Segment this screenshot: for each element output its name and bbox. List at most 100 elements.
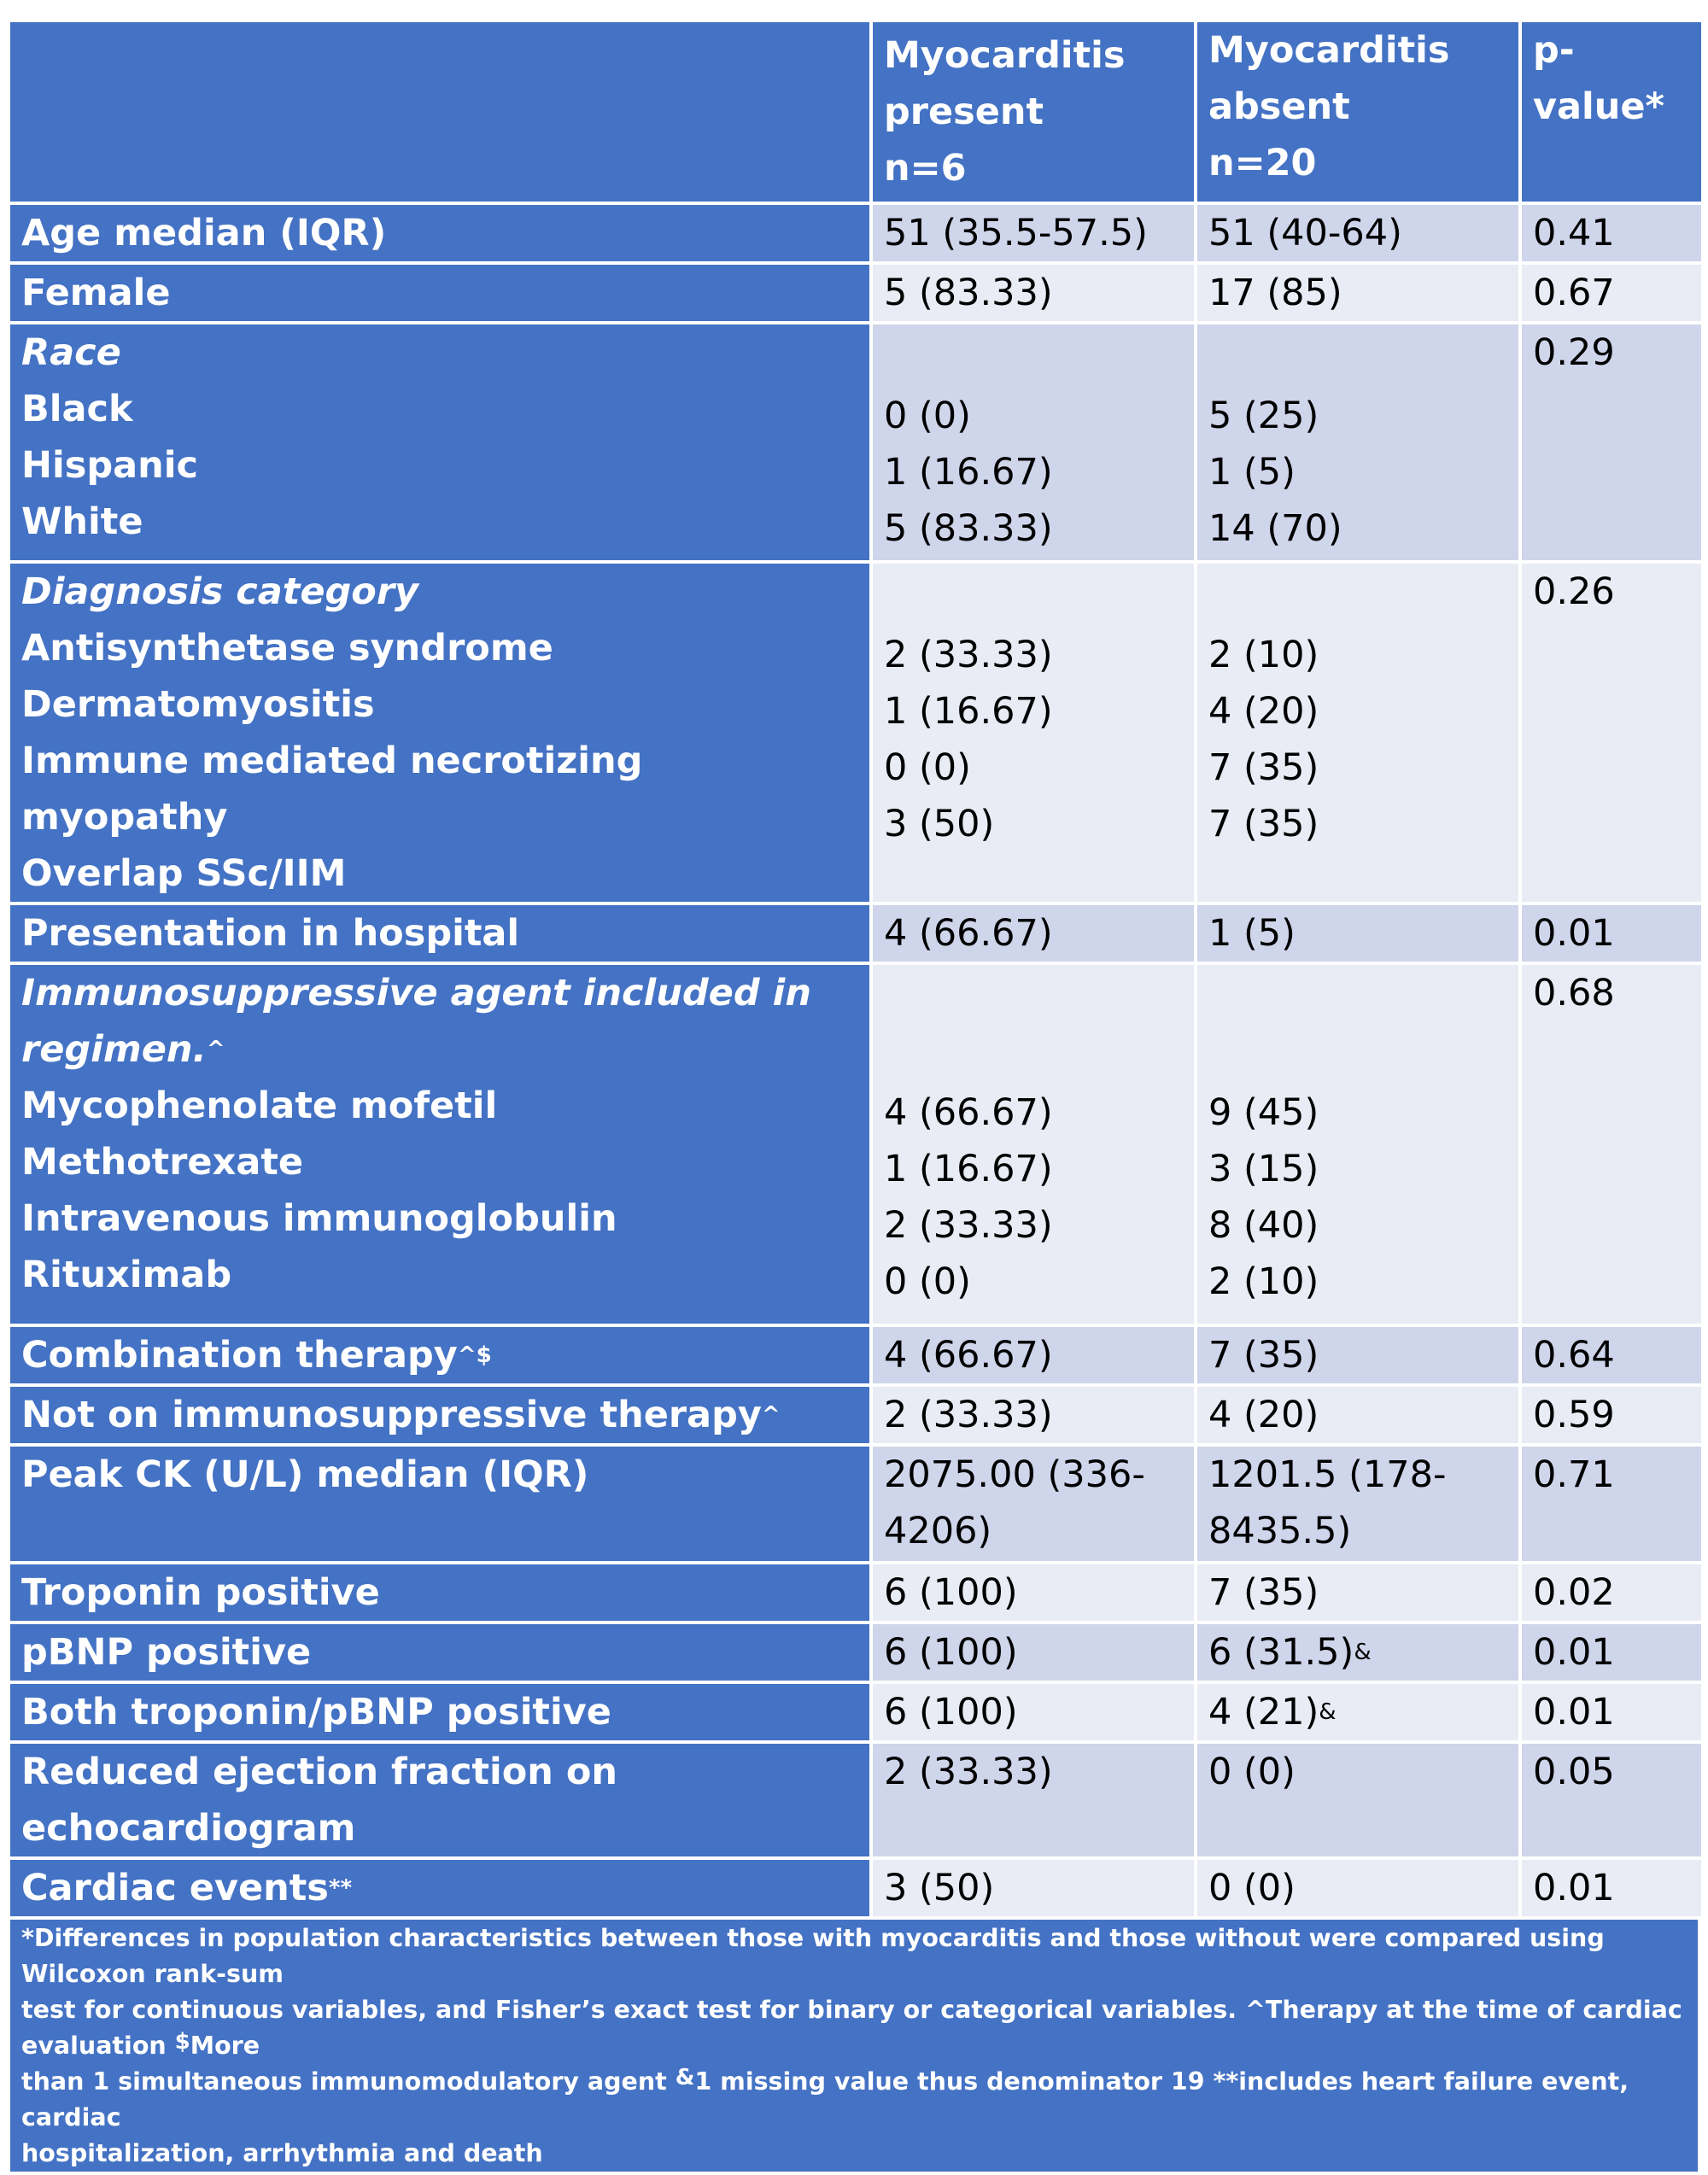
- row-label: Both troponin/pBNP positive: [7, 1681, 873, 1744]
- cell-present: 3 (50): [869, 1856, 1197, 1920]
- myocarditis-comparison-table: Myocarditis present n=6 Myocarditis abse…: [7, 19, 1705, 1920]
- cell-pvalue: 0.26: [1518, 560, 1705, 905]
- cell-pvalue: 0.59: [1518, 1383, 1705, 1447]
- peak-ck-absent-cell: 1201.5 (178- 8435.5): [1194, 1443, 1522, 1564]
- diagnosis-absent-0: 2 (10): [1208, 634, 1319, 676]
- header-absent-line3: n=20: [1208, 142, 1317, 184]
- cell-absent: 51 (40-64): [1194, 202, 1522, 265]
- table-row-race: Race Black Hispanic White 0 (0) 1 (16.67…: [7, 321, 1705, 564]
- cell-pvalue: 0.01: [1518, 1621, 1705, 1684]
- footnote-line2: test for continuous variables, and Fishe…: [21, 1996, 1682, 2060]
- peak-ck-present-line2: 4206): [884, 1510, 992, 1552]
- row-label: pBNP positive: [7, 1621, 873, 1684]
- peak-ck-absent-line2: 8435.5): [1208, 1510, 1352, 1552]
- row-label: Age median (IQR): [7, 202, 873, 265]
- table-row-female: Female 5 (83.33) 17 (85) 0.67: [7, 261, 1705, 324]
- race-present-black: 0 (0): [884, 395, 971, 437]
- agent-present-1: 1 (16.67): [884, 1148, 1053, 1190]
- not-on-sup: ^: [761, 1402, 781, 1428]
- cell-present: 2 (33.33): [869, 1740, 1197, 1860]
- row-label: Combination therapy^$: [7, 1324, 873, 1387]
- peak-ck-present-line1: 2075.00 (336-: [884, 1453, 1145, 1496]
- pbnp-absent-sup: &: [1354, 1640, 1372, 1665]
- agent-absent-cell: 9 (45) 3 (15) 8 (40) 2 (10): [1194, 962, 1522, 1327]
- agent-item-mmf: Mycophenolate mofetil: [21, 1085, 498, 1127]
- table-row-both: Both troponin/pBNP positive 6 (100) 4 (2…: [7, 1681, 1705, 1744]
- race-label-cell: Race Black Hispanic White: [7, 321, 873, 564]
- race-heading: Race: [21, 331, 121, 374]
- row-label: Not on immunosuppressive therapy^: [7, 1383, 873, 1447]
- cell-absent: 0 (0): [1194, 1856, 1522, 1920]
- cell-pvalue: 0.41: [1518, 202, 1705, 265]
- diagnosis-label-cell: Diagnosis category Antisynthetase syndro…: [7, 560, 873, 905]
- table-row-peak-ck: Peak CK (U/L) median (IQR) 2075.00 (336-…: [7, 1443, 1705, 1564]
- cell-pvalue: 0.01: [1518, 902, 1705, 965]
- header-cell-variable: [7, 19, 873, 205]
- agent-item-rituximab: Rituximab: [21, 1254, 232, 1296]
- header-cell-absent: Myocarditis absent n=20: [1194, 19, 1522, 205]
- row-label: Female: [7, 261, 873, 324]
- combination-sup: ^$: [457, 1342, 492, 1368]
- table-row-age: Age median (IQR) 51 (35.5-57.5) 51 (40-6…: [7, 202, 1705, 265]
- diagnosis-heading: Diagnosis category: [21, 570, 419, 613]
- agent-absent-0: 9 (45): [1208, 1091, 1319, 1134]
- table-row-cardiac-events: Cardiac events** 3 (50) 0 (0) 0.01: [7, 1856, 1705, 1920]
- cell-present: 6 (100): [869, 1621, 1197, 1684]
- table-row-diagnosis: Diagnosis category Antisynthetase syndro…: [7, 560, 1705, 905]
- header-absent-line1: Myocarditis: [1208, 29, 1450, 72]
- agent-absent-2: 8 (40): [1208, 1204, 1319, 1247]
- cell-present: 4 (66.67): [869, 902, 1197, 965]
- cell-present: 51 (35.5-57.5): [869, 202, 1197, 265]
- race-item-hispanic: Hispanic: [21, 444, 198, 487]
- cell-absent: 0 (0): [1194, 1740, 1522, 1860]
- table-row-combination: Combination therapy^$ 4 (66.67) 7 (35) 0…: [7, 1324, 1705, 1387]
- agent-item-mtx: Methotrexate: [21, 1141, 304, 1184]
- results-table-container: Myocarditis present n=6 Myocarditis abse…: [7, 19, 1705, 2175]
- agent-heading-line2: regimen.^: [21, 1028, 225, 1071]
- header-pvalue-line2: value*: [1533, 85, 1665, 128]
- agent-present-0: 4 (66.67): [884, 1091, 1053, 1134]
- race-item-white: White: [21, 500, 143, 543]
- cardiac-sup: **: [328, 1875, 353, 1901]
- table-row-troponin: Troponin positive 6 (100) 7 (35) 0.02: [7, 1561, 1705, 1624]
- ef-label-line2: echocardiogram: [21, 1807, 356, 1850]
- race-present-white: 5 (83.33): [884, 507, 1053, 550]
- cell-pvalue: 0.01: [1518, 1681, 1705, 1744]
- row-label: Presentation in hospital: [7, 902, 873, 965]
- cell-pvalue: 0.71: [1518, 1443, 1705, 1564]
- cell-absent: 6 (31.5)&: [1194, 1621, 1522, 1684]
- race-absent-hispanic: 1 (5): [1208, 451, 1296, 494]
- diagnosis-item-imnm: Immune mediated necrotizing myopathy: [21, 740, 643, 839]
- cell-pvalue: 0.67: [1518, 261, 1705, 324]
- cell-present: 2 (33.33): [869, 1383, 1197, 1447]
- cell-pvalue: 0.01: [1518, 1856, 1705, 1920]
- agent-item-ivig: Intravenous immunoglobulin: [21, 1197, 617, 1240]
- race-absent-black: 5 (25): [1208, 395, 1319, 437]
- header-present-line3: n=6: [884, 147, 967, 190]
- footnote-line3: than 1 simultaneous immunomodulatory age…: [21, 2065, 1629, 2131]
- diagnosis-present-3: 3 (50): [884, 803, 995, 845]
- header-cell-present: Myocarditis present n=6: [869, 19, 1197, 205]
- header-present-line1: Myocarditis: [884, 34, 1126, 77]
- diagnosis-absent-1: 4 (20): [1208, 690, 1319, 733]
- table-footnote: *Differences in population characteristi…: [7, 1920, 1701, 2175]
- agent-present-3: 0 (0): [884, 1260, 971, 1303]
- both-absent-sup: &: [1319, 1699, 1337, 1725]
- agent-absent-3: 2 (10): [1208, 1260, 1319, 1303]
- cell-present: 6 (100): [869, 1681, 1197, 1744]
- cell-pvalue: 0.64: [1518, 1324, 1705, 1387]
- cell-pvalue: 0.02: [1518, 1561, 1705, 1624]
- table-row-pbnp: pBNP positive 6 (100) 6 (31.5)& 0.01: [7, 1621, 1705, 1684]
- agent-label-cell: Immunosuppressive agent included in regi…: [7, 962, 873, 1327]
- peak-ck-absent-line1: 1201.5 (178-: [1208, 1453, 1447, 1496]
- header-absent-line2: absent: [1208, 85, 1350, 128]
- diagnosis-present-cell: 2 (33.33) 1 (16.67) 0 (0) 3 (50): [869, 560, 1197, 905]
- diagnosis-absent-cell: 2 (10) 4 (20) 7 (35) 7 (35): [1194, 560, 1522, 905]
- diagnosis-present-0: 2 (33.33): [884, 634, 1053, 676]
- race-absent-cell: 5 (25) 1 (5) 14 (70): [1194, 321, 1522, 564]
- header-pvalue-line1: p-: [1533, 29, 1575, 72]
- cell-absent: 4 (20): [1194, 1383, 1522, 1447]
- cell-present: 5 (83.33): [869, 261, 1197, 324]
- row-label: Peak CK (U/L) median (IQR): [7, 1443, 873, 1564]
- cell-absent: 4 (21)&: [1194, 1681, 1522, 1744]
